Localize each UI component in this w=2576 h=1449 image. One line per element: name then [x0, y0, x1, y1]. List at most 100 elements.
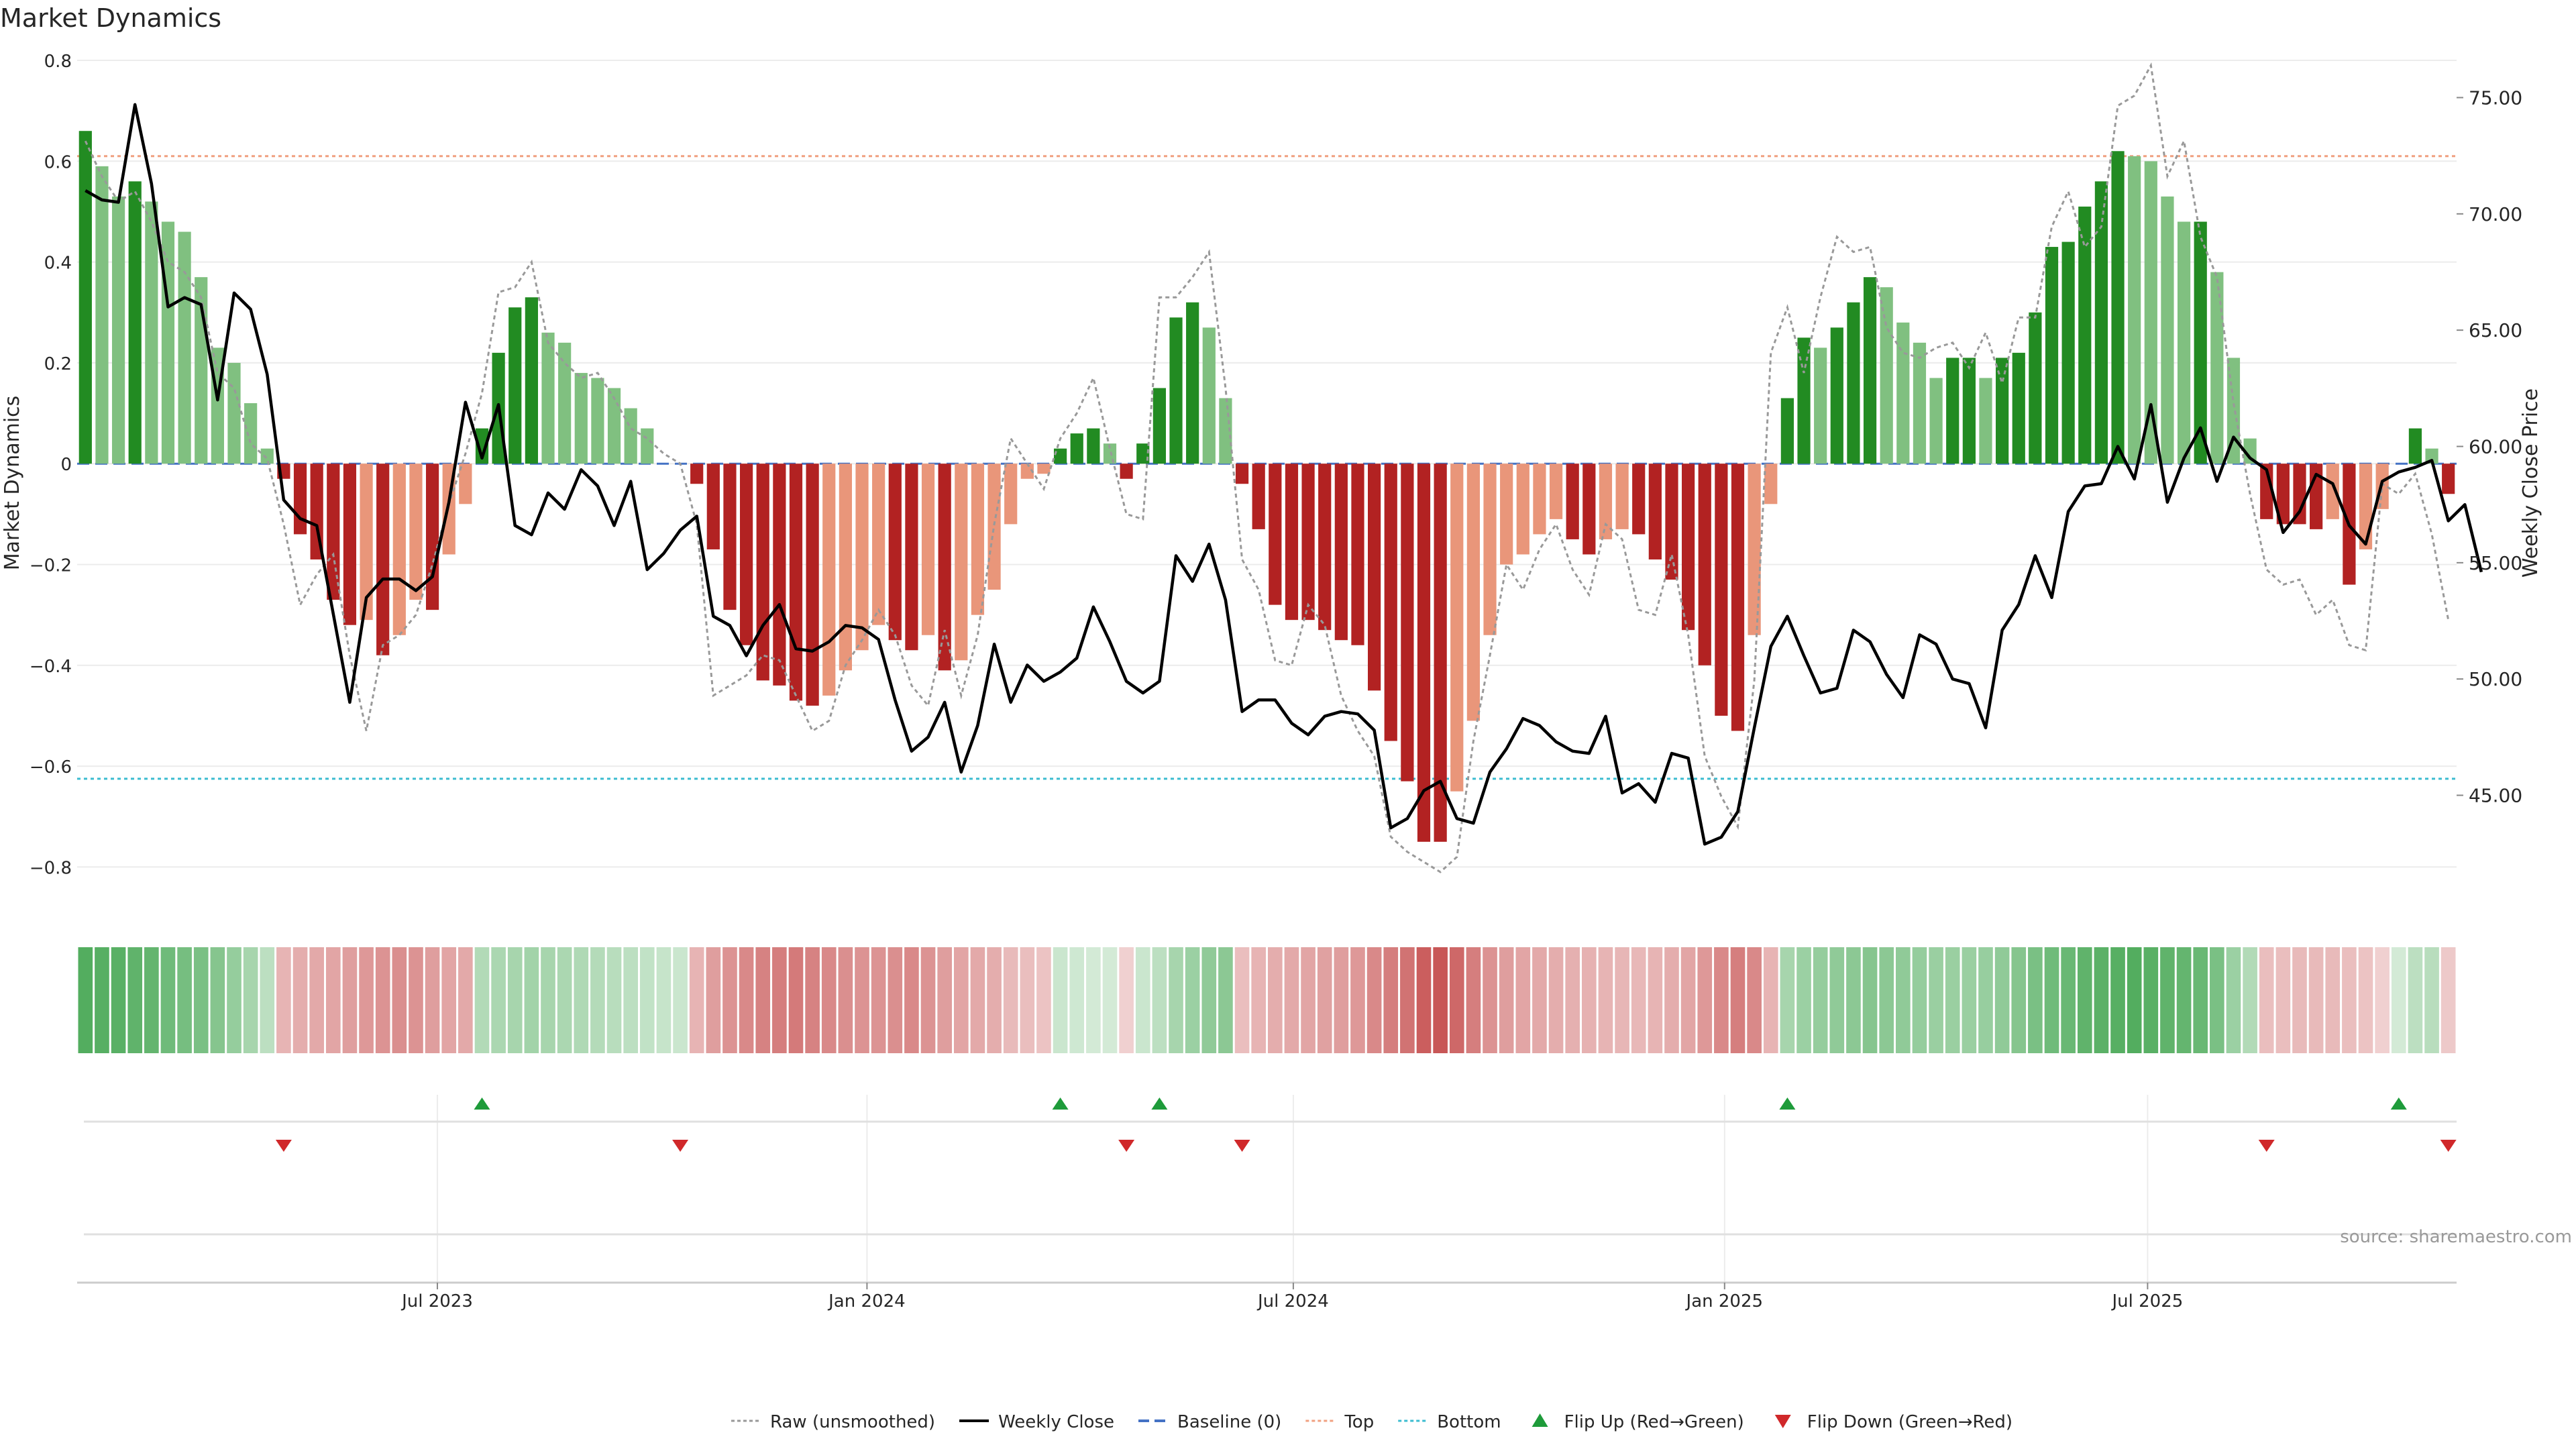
dynamics-bar — [327, 464, 340, 600]
heat-cell — [1846, 947, 1861, 1053]
heat-cell — [1251, 947, 1266, 1053]
heat-cell — [2308, 947, 2324, 1053]
heat-cell — [276, 947, 291, 1053]
dynamics-bar — [1582, 464, 1596, 555]
heat-cell — [2226, 947, 2241, 1053]
heat-cell — [656, 947, 672, 1053]
y-tick-label: 0.4 — [44, 254, 72, 274]
grid-lines — [77, 60, 2457, 1283]
dynamics-bar — [178, 231, 191, 464]
flip-up-marker — [1779, 1097, 1796, 1110]
heat-cell — [871, 947, 886, 1053]
heat-cell — [2011, 947, 2027, 1053]
dynamics-bar — [2012, 352, 2025, 464]
dynamics-bar — [1500, 464, 1513, 565]
dynamics-bar — [706, 464, 720, 549]
heat-cell — [1664, 947, 1679, 1053]
legend-label: Raw (unsmoothed) — [770, 1412, 935, 1432]
heat-cell — [243, 947, 258, 1053]
heat-cell — [1185, 947, 1200, 1053]
x-tick-label: Jul 2023 — [400, 1291, 473, 1311]
dynamics-bar — [789, 464, 803, 701]
dynamics-bar — [739, 464, 753, 645]
dynamics-bar — [1450, 464, 1464, 792]
y-axis-label: Market Dynamics — [1, 396, 24, 571]
dynamics-bar — [95, 166, 109, 464]
weekly-close-series — [85, 103, 2483, 846]
heat-cell — [2408, 947, 2423, 1053]
dynamics-bar — [1962, 358, 1976, 464]
dynamics-bar — [1566, 464, 1579, 539]
heat-cell — [1416, 947, 1432, 1053]
dynamics-bar — [1334, 464, 1348, 641]
heat-cell — [2160, 947, 2175, 1053]
dynamics-bar — [2210, 272, 2224, 464]
dynamics-bar — [2408, 428, 2422, 464]
heat-cell — [953, 947, 969, 1053]
heat-cell — [260, 947, 275, 1053]
heat-cell — [1962, 947, 1977, 1053]
dynamics-bar — [244, 403, 258, 464]
heat-cell — [1912, 947, 1927, 1053]
heat-cell — [2391, 947, 2406, 1053]
heat-cell — [937, 947, 952, 1053]
y2-tick-label: 70.00 — [2469, 203, 2522, 225]
y-tick-label: 0 — [60, 455, 72, 475]
heat-cell — [325, 947, 341, 1053]
heat-cell — [1548, 947, 1564, 1053]
dynamics-bar — [1648, 464, 1662, 559]
dynamics-bar — [2359, 464, 2373, 549]
dynamics-bar — [1318, 464, 1332, 631]
x-tick-label: Jul 2025 — [2110, 1291, 2183, 1311]
dynamics-bar — [1731, 464, 1745, 731]
dynamics-bar — [1120, 464, 1133, 479]
dynamics-bar — [2029, 312, 2042, 464]
legend-label: Flip Up (Red→Green) — [1564, 1412, 1744, 1432]
dynamics-bar — [1516, 464, 1529, 555]
dynamics-bar — [1863, 277, 1877, 464]
heat-cell — [755, 947, 771, 1053]
heat-cell — [95, 947, 109, 1053]
dynamics-bar — [1252, 464, 1265, 529]
dynamics-bar — [1004, 464, 1018, 525]
dynamics-bar — [558, 342, 572, 464]
dynamics-bar — [1384, 464, 1397, 741]
dynamics-bar — [1698, 464, 1711, 665]
dynamics-bar — [1401, 464, 1414, 782]
heat-cell — [1829, 947, 1845, 1053]
heat-cell — [1119, 947, 1134, 1053]
y2-tick-label: 65.00 — [2469, 319, 2522, 341]
flip-down-marker — [2440, 1140, 2457, 1152]
dynamics-bar — [1434, 464, 1447, 842]
dynamics-bar — [1037, 464, 1051, 474]
y-tick-label: −0.2 — [30, 555, 72, 576]
dynamics-bar — [1368, 464, 1381, 691]
heat-cell — [375, 947, 390, 1053]
legend-swatch-flip-up — [1532, 1413, 1548, 1427]
dynamics-bar — [1466, 464, 1481, 721]
dynamics-bar — [2161, 196, 2174, 464]
heat-cell — [1366, 947, 1382, 1053]
y-tick-label: −0.6 — [30, 757, 72, 777]
heat-cell — [574, 947, 589, 1053]
heat-cell — [2440, 947, 2456, 1053]
heat-cell — [342, 947, 358, 1053]
heat-cell — [1053, 947, 1068, 1053]
heat-cell — [1003, 947, 1018, 1053]
chart-title: Market Dynamics — [0, 3, 221, 33]
heat-cell — [2044, 947, 2059, 1053]
heat-cell — [227, 947, 241, 1053]
dynamics-bar — [591, 378, 604, 464]
dynamics-bar — [1847, 302, 1860, 464]
heat-cell — [2259, 947, 2274, 1053]
dynamics-bar — [2061, 241, 2075, 464]
dynamics-bar — [641, 428, 654, 464]
heat-cell — [606, 947, 622, 1053]
heat-cell — [1268, 947, 1283, 1053]
dynamics-bar — [1632, 464, 1646, 535]
dynamics-bar — [1285, 464, 1299, 621]
dynamics-bar — [1186, 302, 1199, 464]
dynamics-bar — [872, 464, 885, 625]
dynamics-bar — [2128, 156, 2141, 464]
heat-cell — [1483, 947, 1497, 1053]
